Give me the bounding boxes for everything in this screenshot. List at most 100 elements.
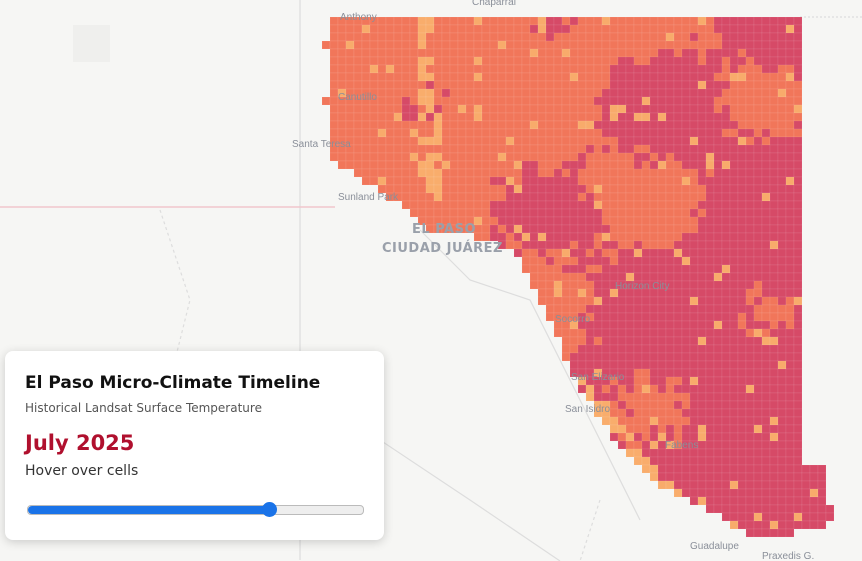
grid-cell[interactable] <box>657 216 667 226</box>
grid-cell[interactable] <box>681 408 691 418</box>
grid-cell[interactable] <box>793 232 803 242</box>
grid-cell[interactable] <box>785 496 795 506</box>
grid-cell[interactable] <box>569 160 579 170</box>
grid-cell[interactable] <box>401 144 411 154</box>
grid-cell[interactable] <box>713 240 723 250</box>
grid-cell[interactable] <box>513 144 523 154</box>
grid-cell[interactable] <box>713 160 723 170</box>
grid-cell[interactable] <box>497 72 507 82</box>
grid-cell[interactable] <box>689 184 699 194</box>
grid-cell[interactable] <box>793 376 803 386</box>
grid-cell[interactable] <box>697 216 707 226</box>
grid-cell[interactable] <box>449 56 459 66</box>
grid-cell[interactable] <box>617 96 627 106</box>
grid-cell[interactable] <box>609 104 619 114</box>
grid-cell[interactable] <box>569 224 579 234</box>
grid-cell[interactable] <box>753 72 763 82</box>
grid-cell[interactable] <box>793 120 803 130</box>
grid-cell[interactable] <box>489 200 499 210</box>
grid-cell[interactable] <box>769 528 779 538</box>
grid-cell[interactable] <box>601 80 611 90</box>
grid-cell[interactable] <box>705 216 715 226</box>
grid-cell[interactable] <box>769 136 779 146</box>
grid-cell[interactable] <box>633 64 643 74</box>
grid-cell[interactable] <box>537 16 547 26</box>
grid-cell[interactable] <box>577 296 587 306</box>
grid-cell[interactable] <box>721 368 731 378</box>
grid-cell[interactable] <box>673 264 683 274</box>
grid-cell[interactable] <box>681 184 691 194</box>
grid-cell[interactable] <box>409 24 419 34</box>
grid-cell[interactable] <box>793 384 803 394</box>
grid-cell[interactable] <box>785 128 795 138</box>
grid-cell[interactable] <box>665 336 675 346</box>
grid-cell[interactable] <box>665 320 675 330</box>
grid-cell[interactable] <box>593 128 603 138</box>
grid-cell[interactable] <box>761 360 771 370</box>
grid-cell[interactable] <box>497 32 507 42</box>
grid-cell[interactable] <box>505 128 515 138</box>
grid-cell[interactable] <box>721 512 731 522</box>
grid-cell[interactable] <box>353 72 363 82</box>
grid-cell[interactable] <box>529 168 539 178</box>
grid-cell[interactable] <box>817 488 827 498</box>
grid-cell[interactable] <box>713 504 723 514</box>
grid-cell[interactable] <box>705 464 715 474</box>
grid-cell[interactable] <box>705 424 715 434</box>
grid-cell[interactable] <box>545 112 555 122</box>
grid-cell[interactable] <box>449 208 459 218</box>
grid-cell[interactable] <box>617 24 627 34</box>
grid-cell[interactable] <box>457 104 467 114</box>
grid-cell[interactable] <box>577 248 587 258</box>
grid-cell[interactable] <box>577 384 587 394</box>
grid-cell[interactable] <box>577 160 587 170</box>
grid-cell[interactable] <box>625 224 635 234</box>
grid-cell[interactable] <box>545 232 555 242</box>
grid-cell[interactable] <box>673 416 683 426</box>
grid-cell[interactable] <box>529 112 539 122</box>
grid-cell[interactable] <box>601 416 611 426</box>
grid-cell[interactable] <box>609 336 619 346</box>
grid-cell[interactable] <box>641 360 651 370</box>
grid-cell[interactable] <box>513 64 523 74</box>
grid-cell[interactable] <box>417 208 427 218</box>
timeline-slider[interactable] <box>27 502 364 517</box>
grid-cell[interactable] <box>641 64 651 74</box>
grid-cell[interactable] <box>697 96 707 106</box>
grid-cell[interactable] <box>721 472 731 482</box>
grid-cell[interactable] <box>513 72 523 82</box>
grid-cell[interactable] <box>745 272 755 282</box>
grid-cell[interactable] <box>537 72 547 82</box>
grid-cell[interactable] <box>561 248 571 258</box>
grid-cell[interactable] <box>721 56 731 66</box>
grid-cell[interactable] <box>641 48 651 58</box>
grid-cell[interactable] <box>497 192 507 202</box>
grid-cell[interactable] <box>657 416 667 426</box>
grid-cell[interactable] <box>425 200 435 210</box>
grid-cell[interactable] <box>633 232 643 242</box>
grid-cell[interactable] <box>481 184 491 194</box>
grid-cell[interactable] <box>593 72 603 82</box>
grid-cell[interactable] <box>625 368 635 378</box>
grid-cell[interactable] <box>393 160 403 170</box>
grid-cell[interactable] <box>641 40 651 50</box>
grid-cell[interactable] <box>625 168 635 178</box>
grid-cell[interactable] <box>353 160 363 170</box>
grid-cell[interactable] <box>713 392 723 402</box>
grid-cell[interactable] <box>665 384 675 394</box>
grid-cell[interactable] <box>681 128 691 138</box>
grid-cell[interactable] <box>729 520 739 530</box>
grid-cell[interactable] <box>569 344 579 354</box>
grid-cell[interactable] <box>649 40 659 50</box>
grid-cell[interactable] <box>681 64 691 74</box>
grid-cell[interactable] <box>593 40 603 50</box>
grid-cell[interactable] <box>601 32 611 42</box>
grid-cell[interactable] <box>761 480 771 490</box>
grid-cell[interactable] <box>665 88 675 98</box>
grid-cell[interactable] <box>737 440 747 450</box>
grid-cell[interactable] <box>433 96 443 106</box>
grid-cell[interactable] <box>457 200 467 210</box>
grid-cell[interactable] <box>633 256 643 266</box>
grid-cell[interactable] <box>377 152 387 162</box>
grid-cell[interactable] <box>401 16 411 26</box>
